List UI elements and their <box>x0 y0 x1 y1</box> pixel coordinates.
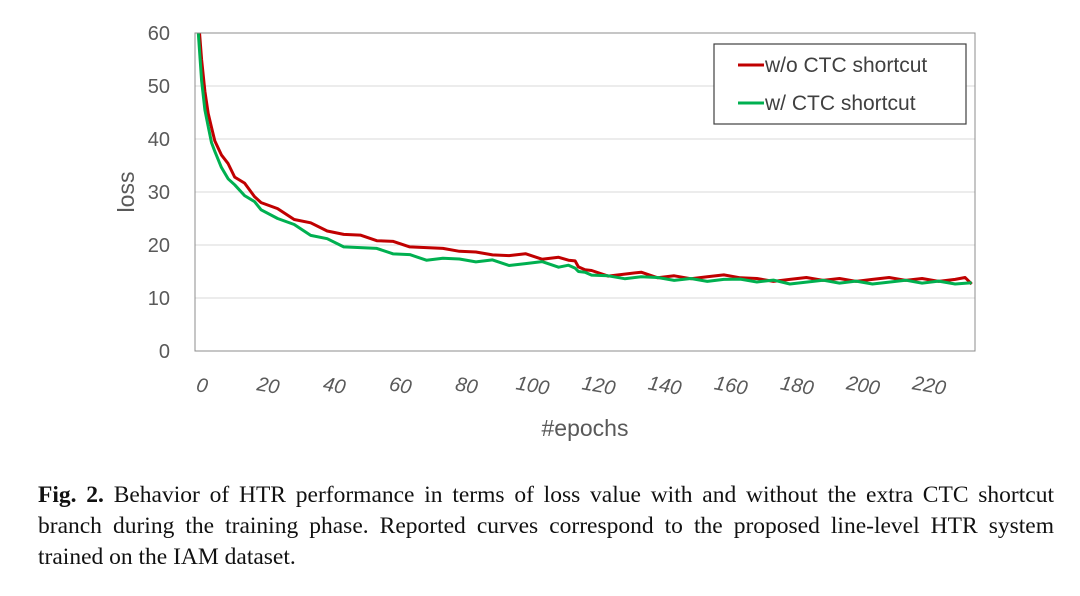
legend-box <box>713 43 967 125</box>
y-tick-label: 0 <box>159 341 170 363</box>
series-line <box>196 33 972 286</box>
x-tick-label: 100 <box>514 372 551 399</box>
figure-caption: Fig. 2. Behavior of HTR performance in t… <box>38 480 1054 573</box>
x-tick-label: 40 <box>321 373 347 399</box>
y-axis-title: loss <box>113 172 139 213</box>
gridlines <box>195 85 975 299</box>
x-tick-label: 160 <box>713 372 750 399</box>
y-tick-label: 30 <box>148 182 170 204</box>
plot-frame <box>194 32 976 352</box>
x-tick-label: 20 <box>254 373 281 399</box>
x-axis-title: #epochs <box>542 415 629 441</box>
y-tick-label: 60 <box>148 23 170 45</box>
loss-line-chart: 0 10 20 30 40 50 60 0 20 40 60 80 100 120 140 160 180 20… <box>113 23 976 441</box>
y-tick-label: 50 <box>148 76 170 98</box>
caption-text: Behavior of HTR performance in terms of … <box>38 482 1054 570</box>
x-tick-label: 200 <box>844 372 882 400</box>
x-tick-label: 60 <box>387 373 413 399</box>
x-tick-label: 220 <box>910 372 948 400</box>
x-tick-labels: 0 20 40 60 80 100 120 140 160 180 200 220 <box>195 372 948 400</box>
y-tick-label: 20 <box>148 235 170 257</box>
x-tick-label: 80 <box>454 373 480 399</box>
y-tick-label: 40 <box>148 129 170 151</box>
caption-label: Fig. 2. <box>38 482 104 508</box>
x-tick-label: 120 <box>580 372 617 399</box>
legend-label: w/o CTC shortcut <box>764 54 927 77</box>
legend-label: w/ CTC shortcut <box>764 92 916 115</box>
legend: w/o CTC shortcut w/ CTC shortcut <box>713 43 967 125</box>
x-tick-label: 180 <box>779 372 816 399</box>
x-tick-label: 140 <box>646 372 683 399</box>
x-tick-label: 0 <box>195 374 210 398</box>
series-lines <box>196 33 973 286</box>
y-tick-label: 10 <box>148 288 170 310</box>
y-tick-labels: 0 10 20 30 40 50 60 <box>148 23 170 363</box>
